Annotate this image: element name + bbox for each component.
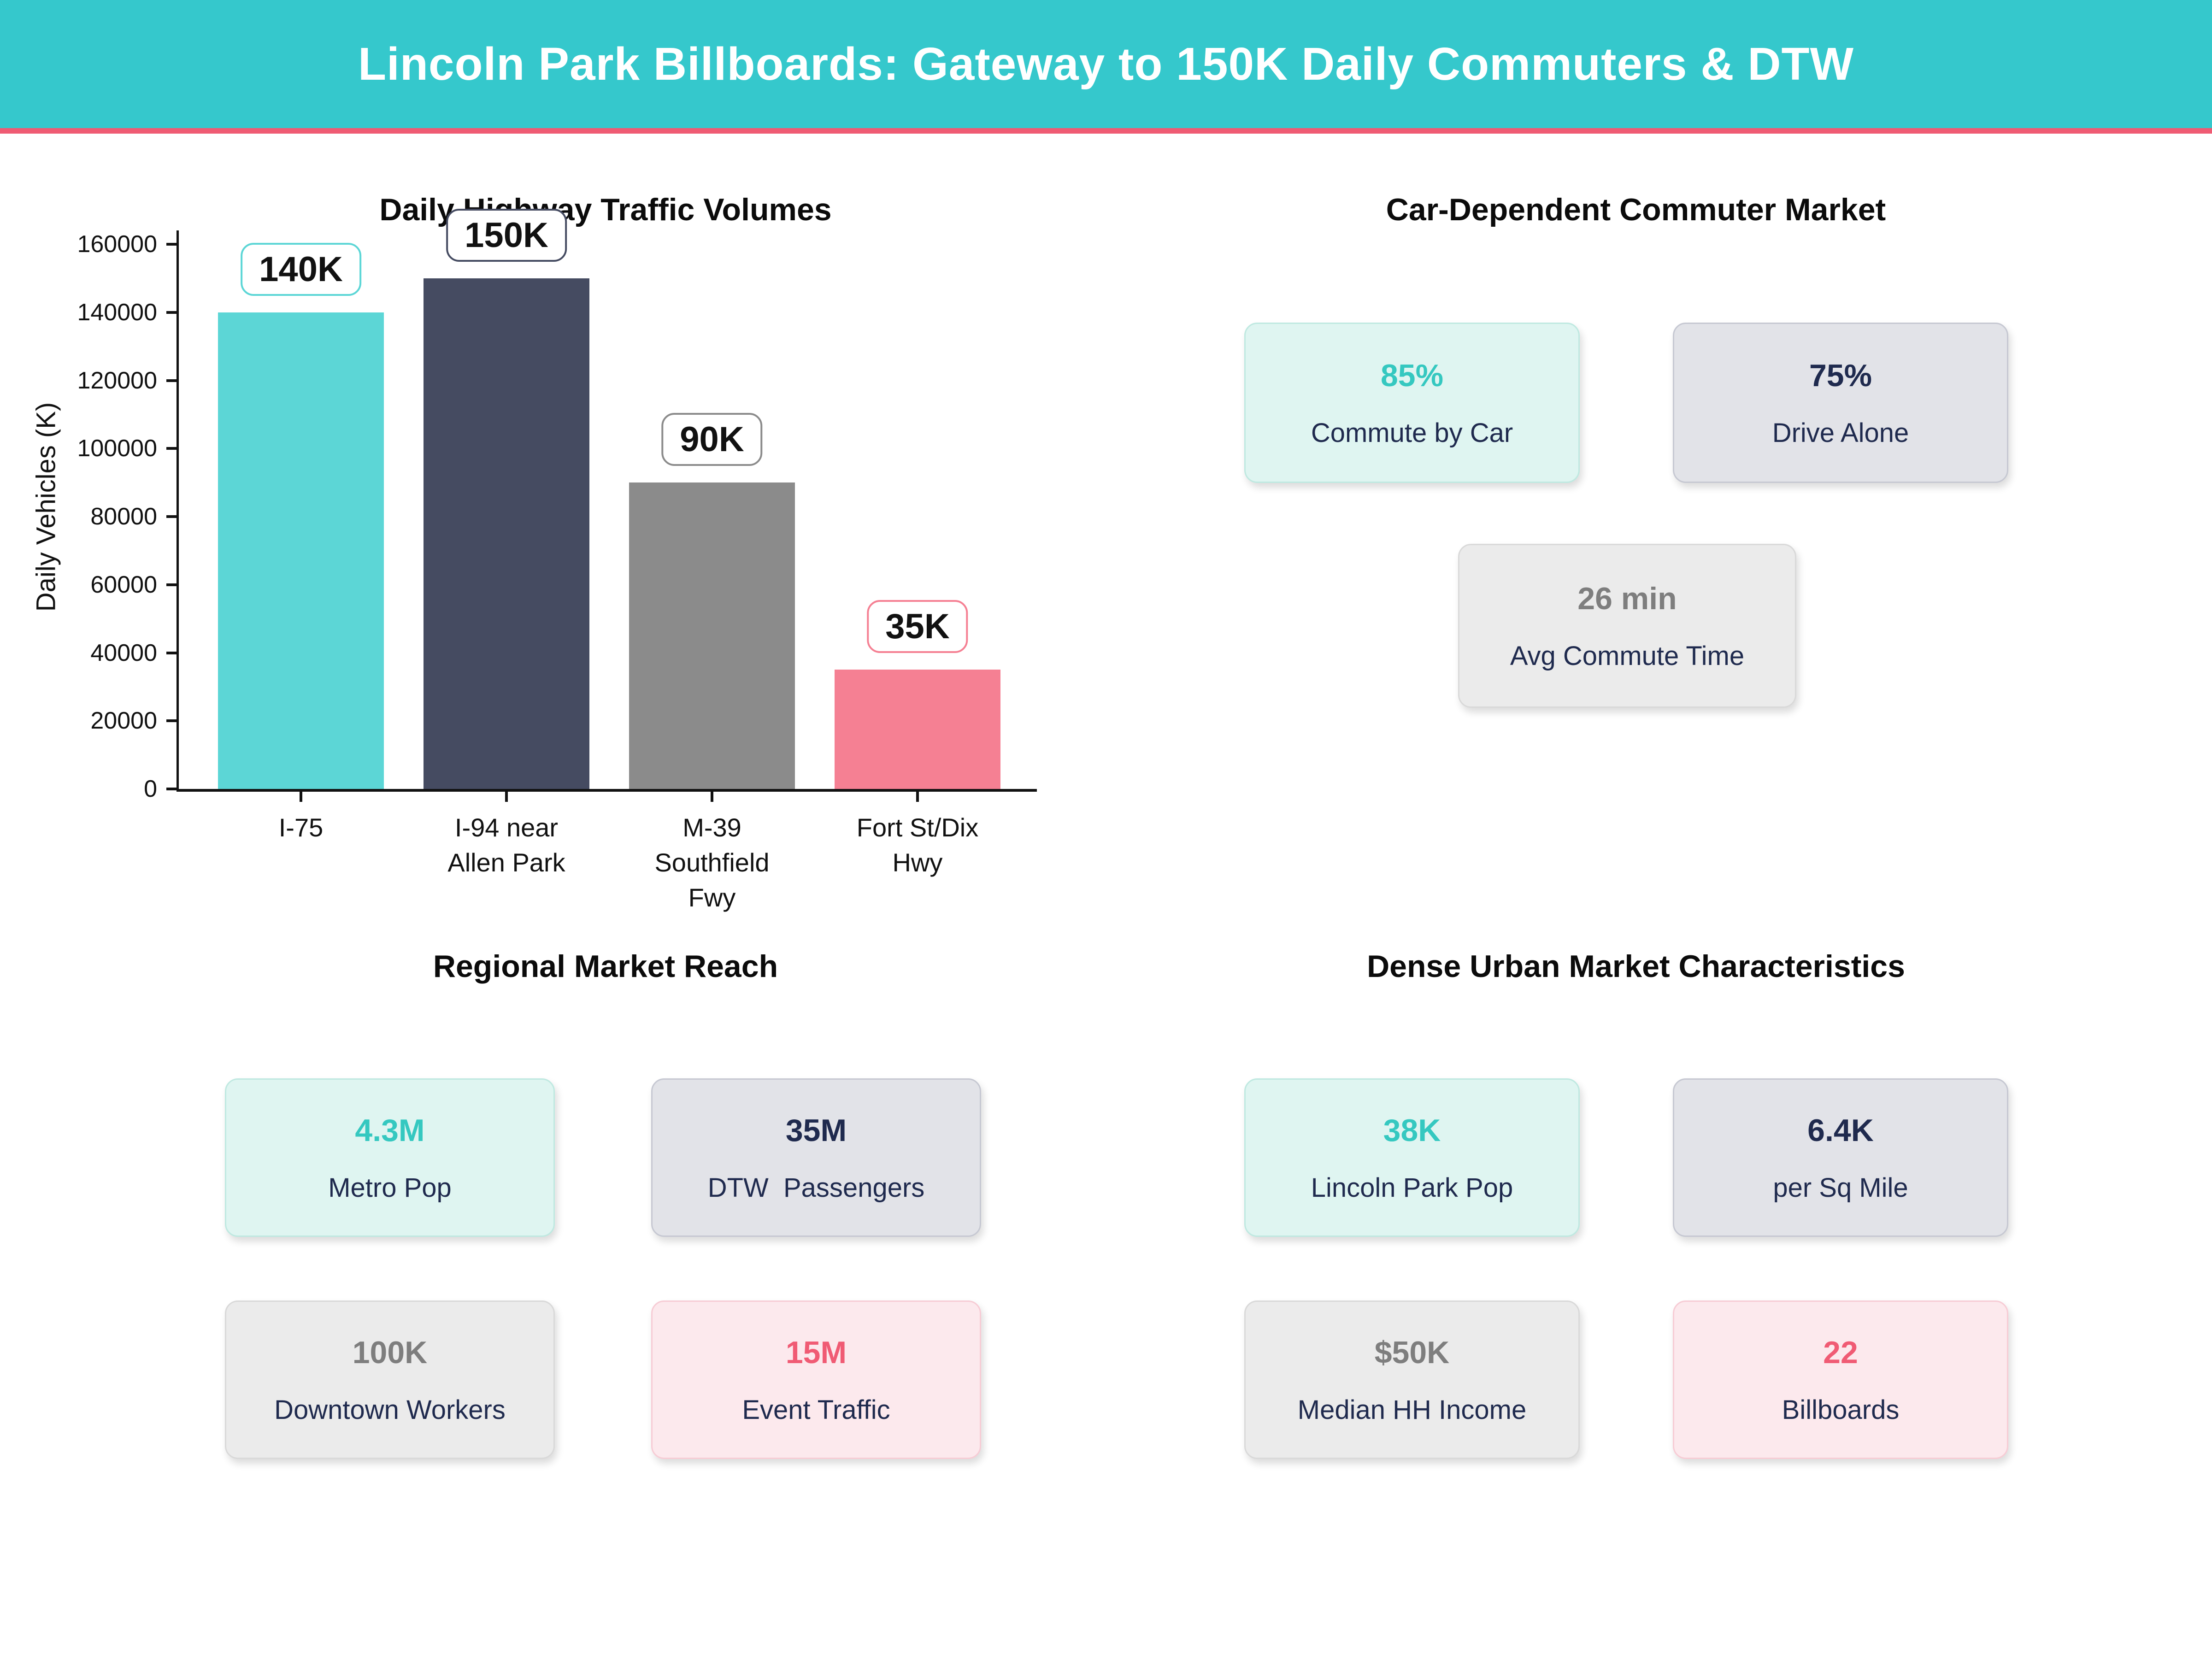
bar-value-label: 35K: [867, 600, 968, 653]
x-tick-label: I-94 near Allen Park: [447, 813, 565, 877]
stat-value: $50K: [1374, 1335, 1450, 1370]
stat-label: Lincoln Park Pop: [1311, 1172, 1513, 1203]
stat-label: Event Traffic: [742, 1394, 890, 1425]
stat-label: Avg Commute Time: [1510, 641, 1745, 671]
stat-value: 35M: [785, 1112, 847, 1148]
stat-value: 38K: [1383, 1112, 1441, 1148]
x-tick-label: Fort St/Dix Hwy: [856, 813, 979, 877]
stat-card-billboards: 22 Billboards: [1673, 1300, 2008, 1459]
y-tick-label: 0: [144, 776, 157, 802]
bar-i-75: [218, 312, 384, 789]
stat-card-per-sq-mile: 6.4K per Sq Mile: [1673, 1078, 2008, 1237]
stat-card-dtw-passengers: 35M DTW Passengers: [651, 1078, 981, 1237]
y-tick-label: 20000: [90, 707, 157, 735]
bar-m-39: [629, 482, 795, 789]
y-tick-mark: [166, 379, 176, 382]
regional-section-title: Regional Market Reach: [433, 949, 778, 984]
stat-card-downtown-workers: 100K Downtown Workers: [225, 1300, 555, 1459]
y-tick-label: 60000: [90, 571, 157, 598]
stat-value: 75%: [1809, 358, 1872, 393]
y-tick-mark: [166, 583, 176, 586]
stat-label: Drive Alone: [1772, 418, 1909, 448]
y-tick-mark: [166, 651, 176, 654]
bar-value-label: 140K: [241, 242, 361, 296]
y-tick-mark: [166, 447, 176, 450]
y-tick-label: 120000: [77, 367, 157, 394]
y-tick-label: 140000: [77, 299, 157, 326]
stat-value: 26 min: [1577, 581, 1677, 616]
stat-card-commute-by-car: 85% Commute by Car: [1244, 323, 1580, 483]
stat-value: 100K: [352, 1335, 428, 1370]
stat-value: 6.4K: [1807, 1112, 1874, 1148]
stat-value: 4.3M: [355, 1112, 425, 1148]
stat-card-metro-pop: 4.3M Metro Pop: [225, 1078, 555, 1237]
traffic-chart-title: Daily Highway Traffic Volumes: [379, 192, 832, 228]
y-axis-label: Daily Vehicles (K): [31, 402, 61, 612]
stat-label: Median HH Income: [1297, 1394, 1527, 1425]
stat-card-avg-commute-time: 26 min Avg Commute Time: [1458, 544, 1796, 708]
y-tick-label: 160000: [77, 231, 157, 258]
banner: Lincoln Park Billboards: Gateway to 150K…: [0, 0, 2212, 134]
bar-i-94-near: [424, 278, 589, 789]
stat-label: Commute by Car: [1311, 418, 1513, 448]
stat-card-drive-alone: 75% Drive Alone: [1673, 323, 2008, 483]
x-tick-label: I-75: [278, 813, 324, 842]
stat-label: DTW Passengers: [707, 1172, 925, 1203]
stat-card-median-hh-income: $50K Median HH Income: [1244, 1300, 1580, 1459]
y-tick-label: 100000: [77, 435, 157, 462]
bar-fort-st-dix: [835, 670, 1000, 789]
y-tick-mark: [166, 719, 176, 723]
x-tick-mark: [505, 792, 508, 802]
stat-card-lincoln-park-pop: 38K Lincoln Park Pop: [1244, 1078, 1580, 1237]
stat-label: Downtown Workers: [274, 1394, 506, 1425]
y-tick-mark: [166, 788, 176, 790]
stat-label: Metro Pop: [328, 1172, 452, 1203]
stat-label: Billboards: [1782, 1394, 1900, 1425]
stat-value: 22: [1823, 1335, 1858, 1370]
x-tick-mark: [711, 792, 713, 802]
page-title: Lincoln Park Billboards: Gateway to 150K…: [358, 38, 1854, 90]
bar-value-label: 90K: [661, 413, 763, 466]
x-tick-mark: [916, 792, 919, 802]
y-tick-mark: [166, 515, 176, 518]
stat-label: per Sq Mile: [1773, 1172, 1908, 1203]
x-tick-mark: [300, 792, 302, 802]
commuter-section-title: Car-Dependent Commuter Market: [1386, 192, 1886, 228]
bar-value-label: 150K: [446, 208, 567, 262]
y-tick-mark: [166, 243, 176, 246]
y-tick-mark: [166, 311, 176, 314]
stat-value: 15M: [785, 1335, 847, 1370]
urban-section-title: Dense Urban Market Characteristics: [1367, 949, 1905, 984]
x-tick-label: M-39 Southfield Fwy: [654, 813, 770, 912]
plot-area: 0 20000 40000 60000 80000 100000 120000 140000 1…: [77, 208, 1037, 912]
y-tick-label: 40000: [90, 639, 157, 666]
stat-card-event-traffic: 15M Event Traffic: [651, 1300, 981, 1459]
stat-value: 85%: [1380, 358, 1444, 393]
y-tick-label: 80000: [90, 503, 157, 530]
